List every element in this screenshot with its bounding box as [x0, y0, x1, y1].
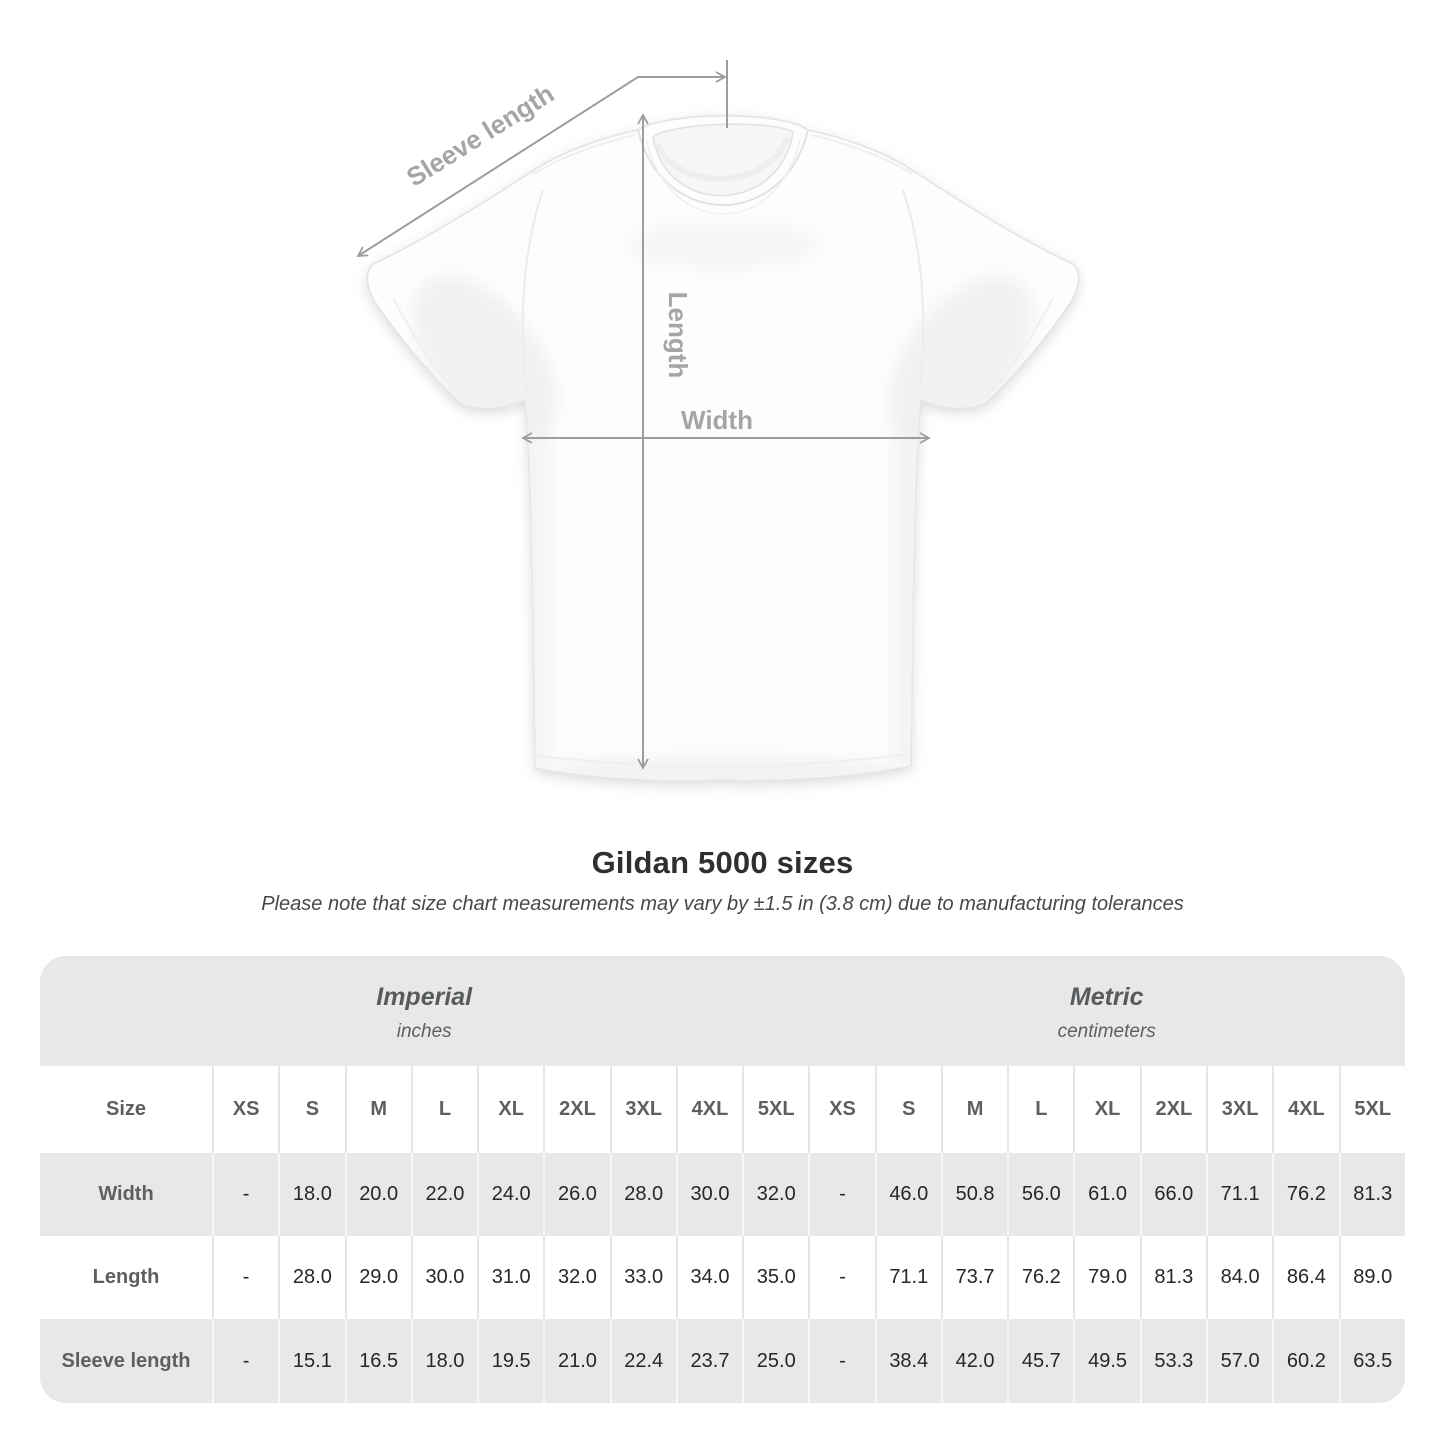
value-cell: 57.0: [1205, 1319, 1273, 1403]
row-label-length: Length: [40, 1236, 212, 1319]
value-cell: 30.0: [410, 1236, 478, 1319]
value-cell: 71.1: [874, 1236, 941, 1319]
value-cell: 18.0: [410, 1319, 478, 1403]
page-title: Gildan 5000 sizes: [591, 845, 854, 880]
sleeve-length-arrow: [356, 71, 727, 257]
unit-group-row: Imperial inches Metric centimeters: [40, 956, 1405, 1066]
tshirt-measurement-diagram: Sleeve length Length Width: [356, 60, 1080, 782]
size-table: Imperial inches Metric centimeters Size …: [40, 956, 1405, 1403]
size-header-cell: S: [278, 1066, 345, 1153]
value-cell: 46.0: [874, 1153, 941, 1236]
size-header-cell: S: [874, 1066, 941, 1153]
value-cell: 20.0: [344, 1153, 411, 1236]
value-cell: 84.0: [1205, 1236, 1273, 1319]
metric-group-header: Metric centimeters: [808, 956, 1405, 1066]
value-cell: -: [808, 1319, 875, 1403]
value-cell: -: [808, 1236, 875, 1319]
value-cell: 66.0: [1139, 1153, 1206, 1236]
size-header-cell: 2XL: [1139, 1066, 1206, 1153]
row-label-sleeve-length: Sleeve length: [40, 1319, 212, 1403]
value-cell: -: [212, 1153, 279, 1236]
value-cell: 63.5: [1338, 1319, 1405, 1403]
value-cell: 26.0: [543, 1153, 610, 1236]
value-cell: 89.0: [1338, 1236, 1405, 1319]
size-header-cell: 4XL: [675, 1066, 743, 1153]
size-header-row: Size XS S M L XL 2XL 3XL 4XL 5XL XS S M …: [40, 1066, 1405, 1153]
length-label: Length: [663, 292, 693, 379]
size-header-cell: L: [410, 1066, 478, 1153]
value-cell: 18.0: [278, 1153, 345, 1236]
value-cell: 45.7: [1007, 1319, 1074, 1403]
size-header-cell: 5XL: [1338, 1066, 1405, 1153]
value-cell: 79.0: [1073, 1236, 1140, 1319]
value-cell: 24.0: [477, 1153, 544, 1236]
size-header-cell: XS: [212, 1066, 279, 1153]
value-cell: 21.0: [543, 1319, 610, 1403]
metric-unit: centimeters: [1057, 1020, 1156, 1042]
value-cell: 76.2: [1007, 1236, 1074, 1319]
value-cell: 22.4: [609, 1319, 676, 1403]
value-cell: 19.5: [477, 1319, 544, 1403]
value-cell: 31.0: [477, 1236, 544, 1319]
value-cell: -: [212, 1319, 279, 1403]
size-header-cell: 5XL: [742, 1066, 809, 1153]
size-header-cell: 3XL: [609, 1066, 676, 1153]
value-cell: 29.0: [344, 1236, 411, 1319]
value-cell: 81.3: [1338, 1153, 1405, 1236]
size-header-cell: M: [940, 1066, 1008, 1153]
value-cell: -: [808, 1153, 875, 1236]
tshirt-graphic: [366, 114, 1080, 782]
value-cell: 23.7: [675, 1319, 743, 1403]
size-header-cell: XS: [808, 1066, 875, 1153]
size-header-cell: M: [344, 1066, 411, 1153]
value-cell: 86.4: [1272, 1236, 1339, 1319]
measurement-arrows: [356, 60, 931, 770]
value-cell: 56.0: [1007, 1153, 1074, 1236]
tshirt-seams: [392, 133, 1054, 768]
value-cell: 28.0: [609, 1153, 676, 1236]
value-cell: 32.0: [543, 1236, 610, 1319]
value-cell: 71.1: [1205, 1153, 1273, 1236]
value-cell: 35.0: [742, 1236, 809, 1319]
value-cell: 34.0: [675, 1236, 743, 1319]
value-cell: 15.1: [278, 1319, 345, 1403]
value-cell: 22.0: [410, 1153, 478, 1236]
row-label-width: Width: [40, 1153, 212, 1236]
value-cell: 38.4: [874, 1319, 941, 1403]
value-cell: 76.2: [1272, 1153, 1339, 1236]
value-cell: 42.0: [940, 1319, 1008, 1403]
value-cell: 81.3: [1139, 1236, 1206, 1319]
value-cell: -: [212, 1236, 279, 1319]
value-cell: 32.0: [742, 1153, 809, 1236]
value-cell: 30.0: [675, 1153, 743, 1236]
size-header-cell: XL: [1073, 1066, 1140, 1153]
value-cell: 33.0: [609, 1236, 676, 1319]
table-row-length: Length - 28.0 29.0 30.0 31.0 32.0 33.0 3…: [40, 1236, 1405, 1319]
imperial-label: Imperial: [376, 982, 473, 1011]
value-cell: 61.0: [1073, 1153, 1140, 1236]
table-row-width: Width - 18.0 20.0 22.0 24.0 26.0 28.0 30…: [40, 1153, 1405, 1236]
size-header-cell: L: [1007, 1066, 1074, 1153]
size-header-cell: 3XL: [1205, 1066, 1273, 1153]
value-cell: 49.5: [1073, 1319, 1140, 1403]
tshirt-diagram-svg: Sleeve length Length Width: [356, 60, 1080, 782]
size-header-cell: 2XL: [543, 1066, 610, 1153]
metric-label: Metric: [1069, 982, 1144, 1011]
size-header-cell: XL: [477, 1066, 544, 1153]
value-cell: 16.5: [344, 1319, 411, 1403]
width-label: Width: [681, 405, 753, 435]
value-cell: 60.2: [1272, 1319, 1339, 1403]
value-cell: 25.0: [742, 1319, 809, 1403]
imperial-group-header: Imperial inches: [40, 956, 809, 1066]
size-header-cell: 4XL: [1272, 1066, 1339, 1153]
table-row-sleeve-length: Sleeve length - 15.1 16.5 18.0 19.5 21.0…: [40, 1319, 1405, 1403]
tolerance-note: Please note that size chart measurements…: [261, 893, 1184, 915]
size-column-header: Size: [40, 1066, 212, 1153]
value-cell: 28.0: [278, 1236, 345, 1319]
value-cell: 53.3: [1139, 1319, 1206, 1403]
value-cell: 50.8: [940, 1153, 1008, 1236]
value-cell: 73.7: [940, 1236, 1008, 1319]
imperial-unit: inches: [396, 1020, 452, 1042]
